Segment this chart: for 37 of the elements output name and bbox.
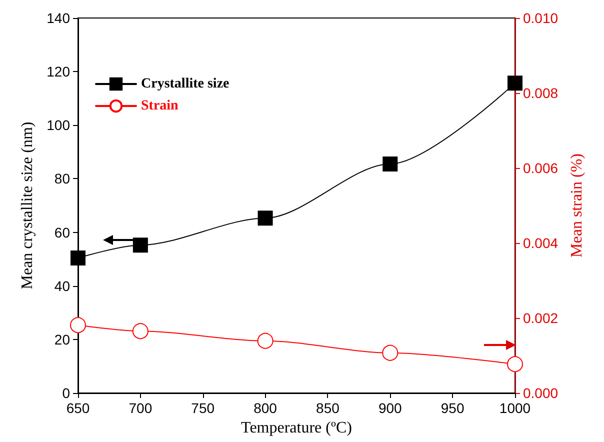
x-tick-label: 850 (316, 400, 340, 416)
x-tick-label: 650 (66, 400, 90, 416)
y-axis-title: Mean crystallite size (nm) (19, 122, 36, 290)
y-tick-label: 100 (46, 117, 70, 134)
y2-tick-label: 0.004 (523, 235, 558, 251)
y-tick-label: 60 (54, 224, 70, 240)
y-tick-label: 80 (54, 170, 70, 187)
point (70, 317, 86, 334)
point (508, 76, 522, 91)
point (132, 238, 148, 253)
y2-axis-title: Mean strain (%) (568, 154, 586, 258)
y-tick-label: 140 (46, 10, 70, 26)
y-tick-label: 20 (54, 331, 70, 348)
x-tick-label: 750 (191, 400, 215, 416)
y-tick-label: 120 (46, 64, 70, 80)
y2-tick-label: 0.000 (523, 385, 558, 401)
y-tick-label: 40 (54, 278, 70, 294)
x-tick-label: 900 (378, 400, 402, 416)
y2-tick-label: 0.002 (523, 310, 558, 326)
point (382, 156, 398, 172)
y-tick-label: 0 (62, 385, 70, 401)
point (132, 323, 148, 340)
x-axis-title: Temperature (ºC) (241, 419, 352, 436)
point (258, 210, 273, 226)
point (257, 332, 274, 349)
x-tick-label: 700 (128, 400, 152, 416)
legend-label: Crystallite size (141, 76, 230, 92)
y2-tick-label: 0.006 (523, 160, 558, 176)
x-tick-label: 950 (440, 400, 464, 416)
legend-label: Strain (141, 98, 179, 114)
y2-tick-label: 0.010 (523, 10, 558, 26)
y2-tick-label: 0.008 (523, 85, 558, 101)
point (70, 250, 86, 266)
point (382, 344, 398, 361)
x-tick-label: 1000 (499, 400, 531, 416)
x-tick-label: 800 (254, 400, 278, 416)
point (507, 356, 523, 372)
